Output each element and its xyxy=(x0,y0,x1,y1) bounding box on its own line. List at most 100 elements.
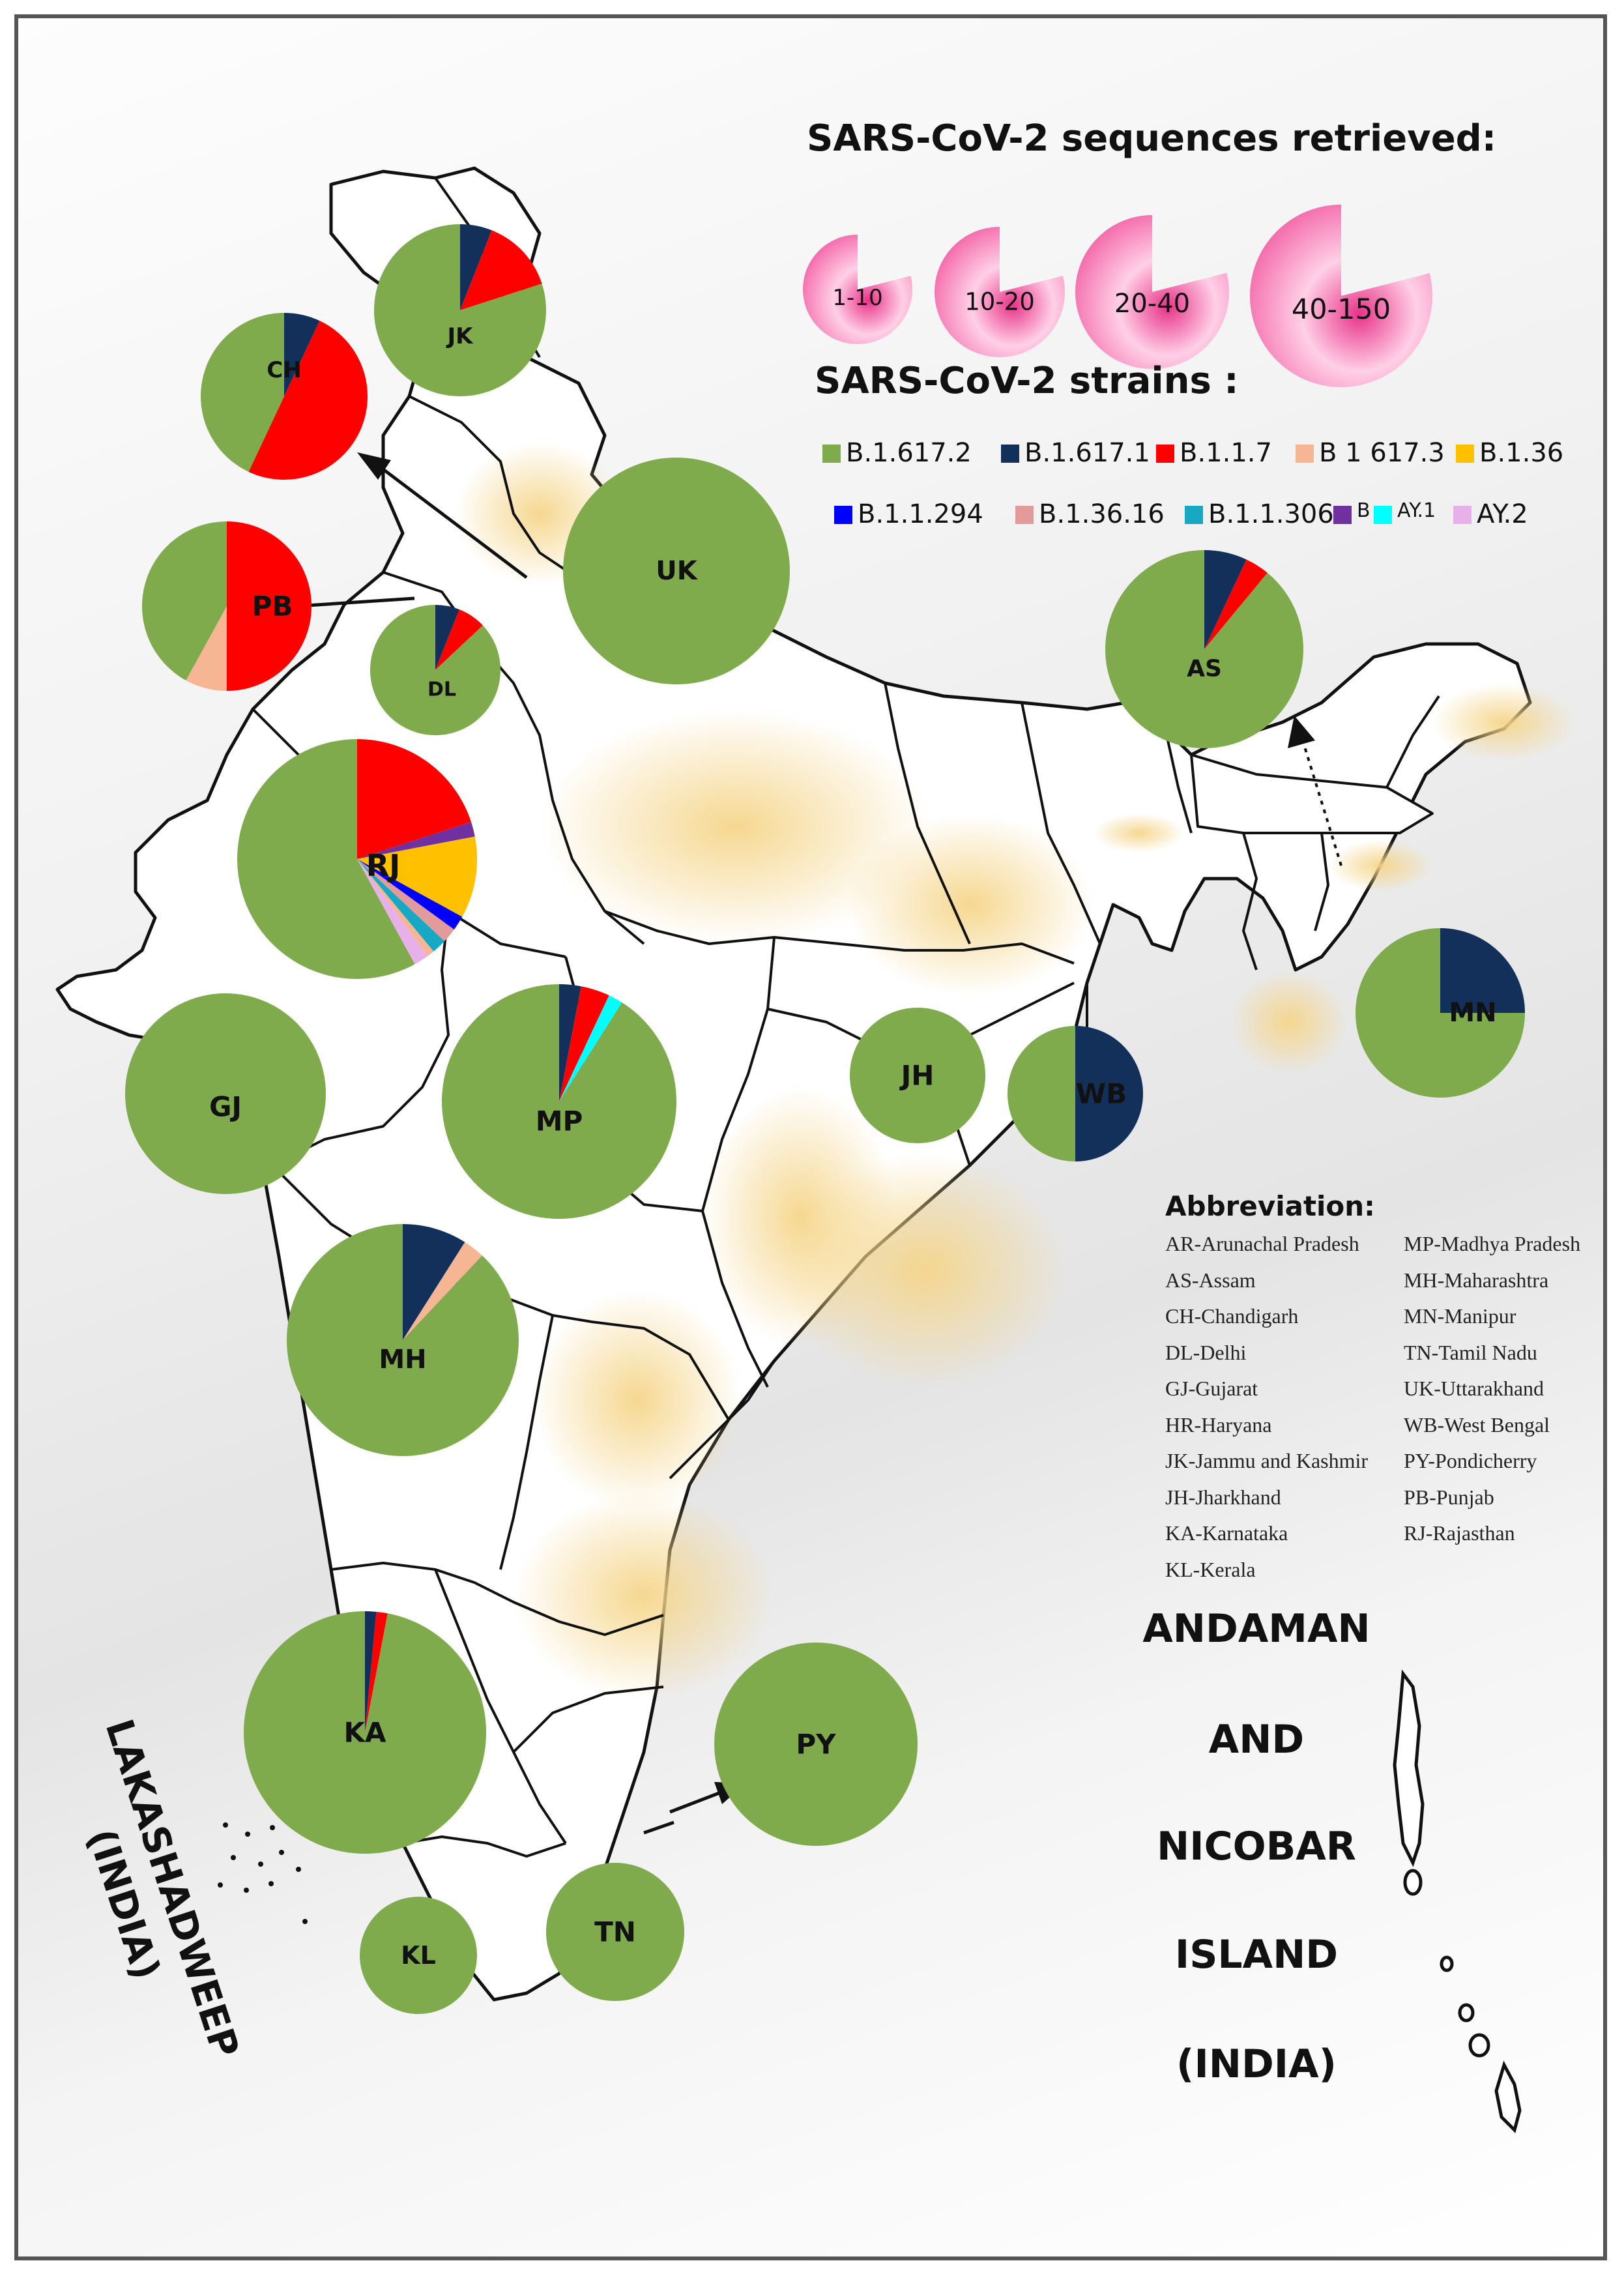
state-label-ka: KA xyxy=(343,1716,386,1749)
pie-pb xyxy=(142,521,312,691)
pie-ch xyxy=(200,313,368,480)
state-label-jh: JH xyxy=(901,1059,935,1092)
state-pies xyxy=(125,224,1525,2014)
pie-mp xyxy=(442,984,676,1219)
strain-swatch-row1-1 xyxy=(1001,445,1019,463)
andaman-label-line-4: (INDIA) xyxy=(1176,2041,1337,2087)
highlighted-state-glows xyxy=(455,442,1576,1700)
abbreviation-col1-8: KA-Karnataka xyxy=(1165,1521,1288,1545)
strain-swatch-row2-5 xyxy=(1453,506,1472,524)
pie-slice-ch-1 xyxy=(248,321,368,480)
strain-label-row2-1: B.1.36.16 xyxy=(1039,499,1165,529)
state-label-dl: DL xyxy=(427,678,457,701)
state-label-mn: MN xyxy=(1449,998,1497,1028)
pie-slice-wb-0 xyxy=(1075,1026,1143,1161)
pie-jh xyxy=(850,1008,985,1143)
strain-label-row1-4: B.1.36 xyxy=(1479,438,1564,468)
pie-slice-mn-0 xyxy=(1440,928,1525,1013)
strain-legend-title: SARS-CoV-2 strains : xyxy=(815,360,1239,402)
pie-slice-mh-1 xyxy=(403,1242,482,1340)
andaman-label-line-0: ANDAMAN xyxy=(1142,1606,1370,1652)
abbreviation-col2-1: MH-Maharashtra xyxy=(1404,1268,1549,1292)
pie-slice-ch-2 xyxy=(200,313,284,472)
abbreviation-col2-7: PB-Punjab xyxy=(1404,1485,1494,1509)
pie-slice-mp-1 xyxy=(559,986,609,1102)
pie-slice-rj-7 xyxy=(357,859,428,965)
strain-swatch-row1-0 xyxy=(822,445,841,463)
abbreviation-col1-2: CH-Chandigarh xyxy=(1165,1304,1299,1328)
strain-label-row2-2: B.1.1.306 xyxy=(1208,499,1334,529)
abbreviation-col2-5: WB-West Bengal xyxy=(1404,1412,1550,1437)
pie-slice-tn-0 xyxy=(546,1863,684,2001)
pie-slice-jk-1 xyxy=(460,230,542,310)
abbreviation-col2-6: PY-Pondicherry xyxy=(1404,1449,1537,1472)
strain-label-row1-1: B.1.617.1 xyxy=(1024,438,1150,468)
size-legend-title: SARS-CoV-2 sequences retrieved: xyxy=(807,117,1497,160)
abbreviation-col1-3: DL-Delhi xyxy=(1165,1340,1247,1364)
abbreviation-col1-5: HR-Haryana xyxy=(1165,1412,1272,1437)
state-label-as: AS xyxy=(1187,655,1222,682)
strain-swatch-row2-3 xyxy=(1333,506,1352,524)
andaman-label-line-1: AND xyxy=(1208,1717,1305,1762)
pie-slice-kl-0 xyxy=(360,1897,477,2014)
size-legend-pie-2 xyxy=(1075,215,1229,369)
pie-slice-uk-0 xyxy=(563,458,790,684)
strain-label-row1-0: B.1.617.2 xyxy=(846,438,972,468)
size-legend-label-2: 20-40 xyxy=(1114,288,1191,319)
pie-mn xyxy=(1356,928,1525,1098)
strain-swatch-row2-4 xyxy=(1374,506,1392,524)
size-legend xyxy=(803,205,1432,387)
abbreviation-col1-4: GJ-Gujarat xyxy=(1165,1377,1258,1400)
size-legend-pie-3 xyxy=(1249,205,1432,387)
pie-slice-mn-1 xyxy=(1356,928,1525,1098)
abbreviation-col2-4: UK-Uttarakhand xyxy=(1404,1377,1544,1400)
strain-label-row1-3: B 1 617.3 xyxy=(1319,438,1445,468)
pie-py xyxy=(714,1643,918,1846)
state-label-kl: KL xyxy=(401,1941,436,1970)
state-label-jk: JK xyxy=(447,323,473,349)
pie-slice-rj-3 xyxy=(357,859,463,930)
pie-slice-rj-0 xyxy=(357,739,471,859)
pie-slice-mp-0 xyxy=(559,984,581,1102)
size-legend-pie-0 xyxy=(803,235,912,344)
strain-swatch-row2-1 xyxy=(1015,506,1034,524)
strain-swatch-row1-4 xyxy=(1456,445,1474,463)
abbreviation-col1-9: KL-Kerala xyxy=(1165,1557,1256,1581)
mn-to-as-arrowhead xyxy=(1288,716,1315,748)
pie-slice-mp-3 xyxy=(442,984,676,1219)
abbreviation-title: Abbreviation: xyxy=(1165,1190,1375,1222)
pie-slice-pb-1 xyxy=(186,606,227,691)
strain-label-row1-2: B.1.1.7 xyxy=(1180,438,1272,468)
pie-slice-dl-2 xyxy=(370,605,500,735)
pie-slice-rj-2 xyxy=(357,836,477,917)
northeast-outline xyxy=(1190,753,1434,834)
strain-swatch-row2-0 xyxy=(834,506,852,524)
pie-slice-py-0 xyxy=(714,1643,918,1846)
pie-mh xyxy=(287,1224,519,1456)
pie-jk xyxy=(374,224,547,396)
abbreviation-col2-8: RJ-Rajasthan xyxy=(1404,1521,1515,1545)
pie-slice-mp-2 xyxy=(559,995,622,1102)
state-label-gj: GJ xyxy=(209,1090,242,1123)
pie-gj xyxy=(125,993,326,1194)
state-label-ch: CH xyxy=(267,357,302,383)
pie-slice-rj-8 xyxy=(237,739,415,979)
pie-slice-as-0 xyxy=(1204,550,1247,649)
strain-swatch-row1-3 xyxy=(1296,445,1314,463)
pie-wb xyxy=(1008,1026,1143,1161)
state-label-rj: RJ xyxy=(366,848,401,883)
pie-slice-mh-2 xyxy=(287,1224,519,1456)
pie-slice-dl-0 xyxy=(435,605,459,670)
pie-slice-rj-6 xyxy=(357,859,434,956)
pie-slice-rj-1 xyxy=(357,822,475,859)
state-label-mp: MP xyxy=(535,1105,583,1137)
pie-slice-ka-0 xyxy=(365,1611,377,1732)
abbreviation-col2-2: MN-Manipur xyxy=(1404,1304,1516,1328)
abbreviation-col1-0: AR-Arunachal Pradesh xyxy=(1165,1232,1359,1255)
strain-label-row2-0: B.1.1.294 xyxy=(858,499,983,529)
pie-uk xyxy=(563,458,790,684)
abbreviation-col2-0: MP-Madhya Pradesh xyxy=(1404,1232,1581,1255)
pie-slice-wb-1 xyxy=(1008,1026,1075,1161)
strain-label-row2-5: AY.2 xyxy=(1477,499,1528,529)
size-legend-label-0: 1-10 xyxy=(832,284,883,311)
